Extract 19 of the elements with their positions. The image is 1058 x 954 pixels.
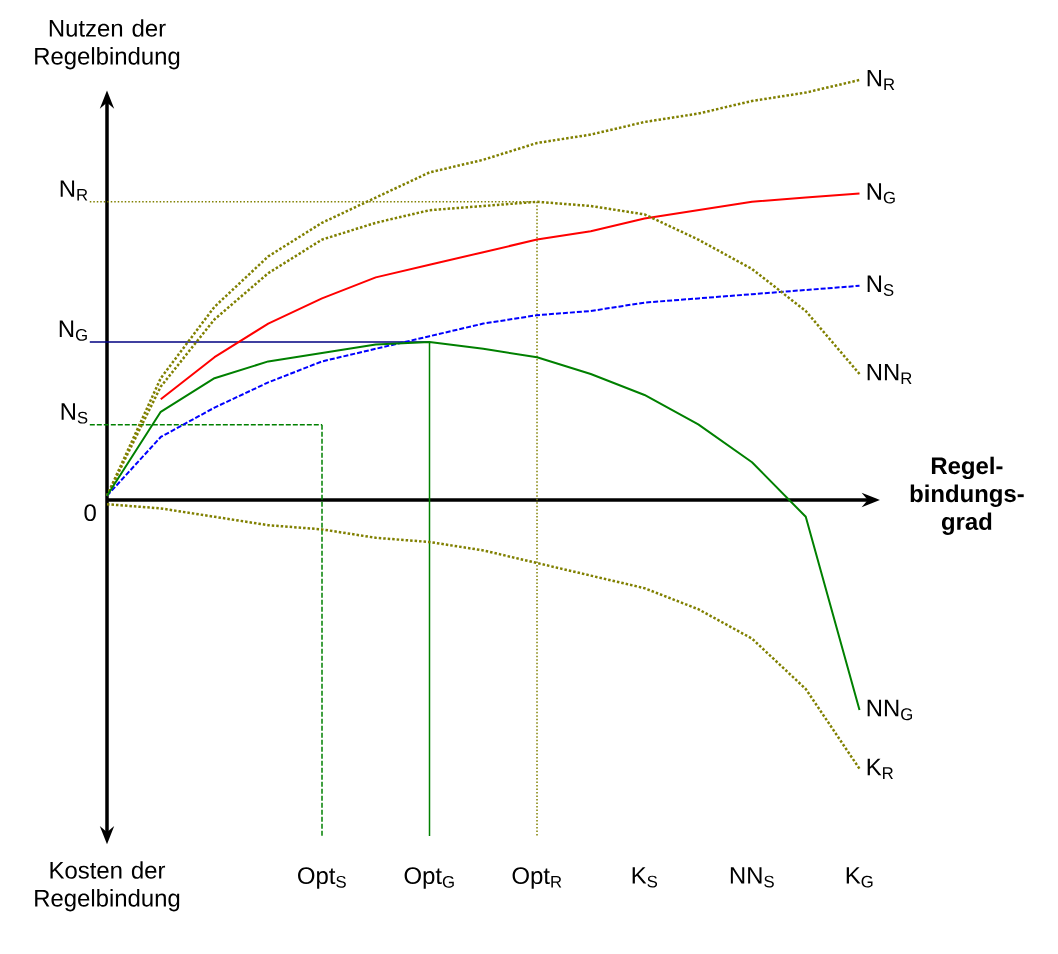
x-axis-title: Regel- bindungs- grad [910,456,1024,535]
ref-line-label: N$_{S}$ [61,403,88,424]
series-label: N$_{R}$ [867,69,895,91]
x-tick-label: Opt$_{S}$ [298,867,346,889]
x-tick-label: K$_{S}$ [632,867,658,888]
x-tick-label: Opt$_{R}$ [512,867,562,889]
series-label: N$_{S}$ [867,275,894,296]
series-label: NN$_{G}$ [867,699,913,721]
text: Kosten der Regelbindung [35,861,180,912]
text: 0 [84,504,96,522]
series-label: N$_{G}$ [867,183,895,204]
y-axis-title: Nutzen der Regelbindung [35,19,180,70]
x-tick-label: K$_{G}$ [846,867,873,888]
series-label: K$_{R}$ [867,758,893,779]
x-tick-label: NN$_{S}$ [730,867,774,888]
ref-line-label: N$_{R}$ [60,180,88,201]
series-label: NN$_{R}$ [867,363,912,385]
ref-line-label: N$_{G}$ [59,320,87,341]
x-tick-label: Opt$_{G}$ [404,867,454,889]
